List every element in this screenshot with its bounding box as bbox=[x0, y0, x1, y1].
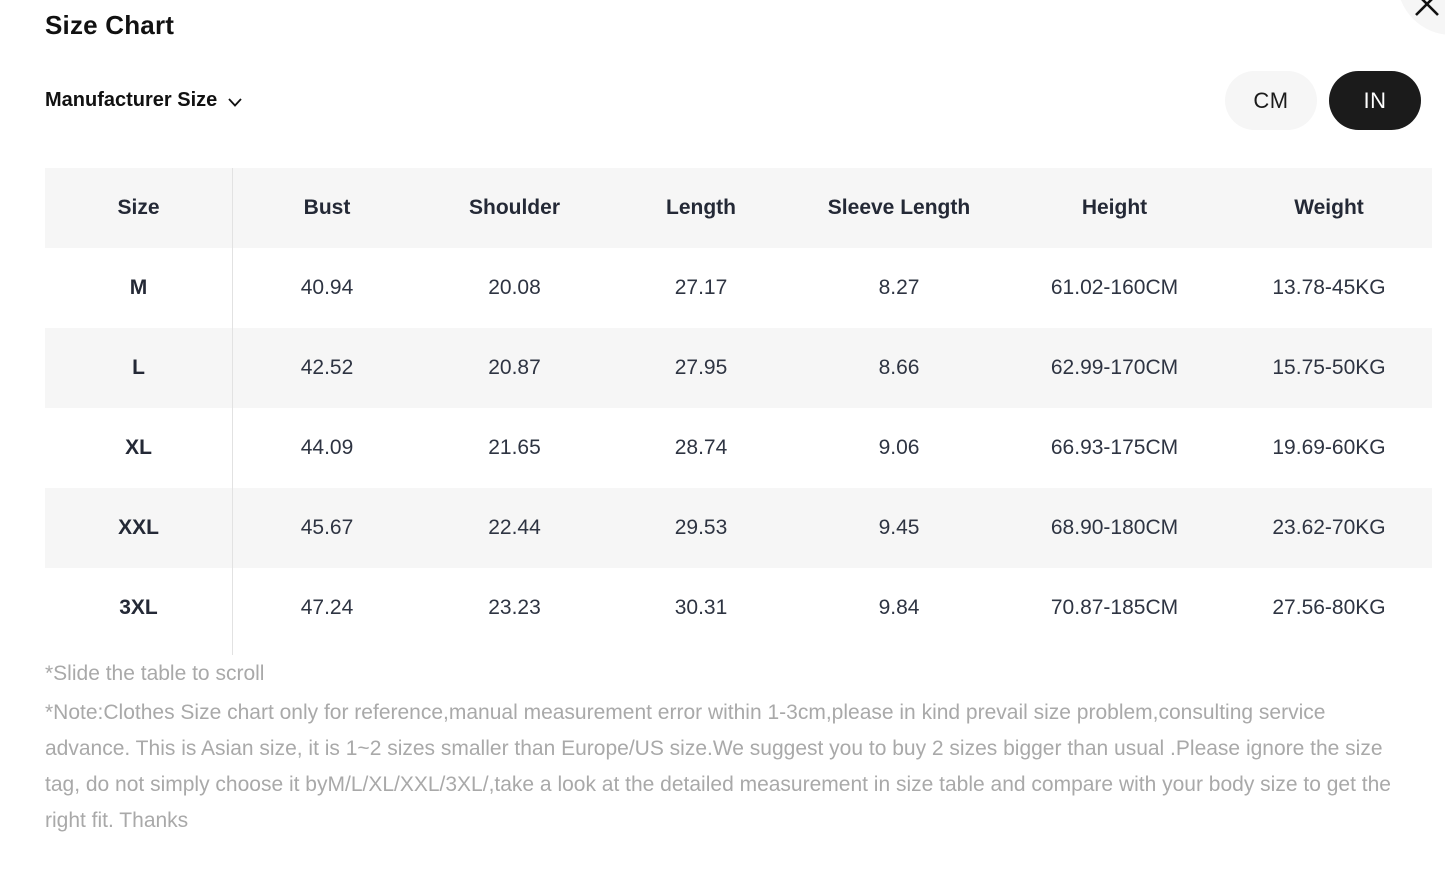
sleeve-length-value: 9.84 bbox=[878, 596, 920, 619]
scroll-hint: *Slide the table to scroll bbox=[45, 662, 265, 685]
bust-value: 42.52 bbox=[232, 328, 422, 408]
unit-toggle: CM IN bbox=[1225, 71, 1421, 130]
sleeve-length-value: 9.06 bbox=[878, 436, 920, 459]
size-value: XL bbox=[125, 436, 152, 459]
height-value: 68.90-180CM bbox=[1003, 488, 1226, 568]
sleeve-length-value: 8.27 bbox=[878, 276, 920, 299]
shoulder-value: 23.23 bbox=[488, 596, 541, 619]
length-value: 30.31 bbox=[674, 596, 728, 619]
column-header-sleeve-length: Sleeve Length bbox=[795, 168, 1003, 248]
height-value: 70.87-185CM bbox=[1050, 596, 1179, 619]
size-table: Size Bust Shoulder Length Sleeve Length … bbox=[45, 168, 1432, 648]
shoulder-value: 21.65 bbox=[488, 436, 541, 459]
size-table-scroll-area[interactable]: Size Bust Shoulder Length Sleeve Length … bbox=[45, 168, 1432, 655]
table-row: XXL 45.67 22.44 29.53 9.45 68.90-180CM 2… bbox=[45, 488, 1432, 568]
chevron-down-icon bbox=[228, 98, 242, 107]
column-header-shoulder: Shoulder bbox=[422, 168, 607, 248]
table-row: L 42.52 20.87 27.95 8.66 62.99-170CM 15.… bbox=[45, 328, 1432, 408]
weight-value: 23.62-70KG bbox=[1226, 488, 1432, 568]
size-value: M bbox=[129, 276, 148, 299]
length-value: 29.53 bbox=[607, 488, 795, 568]
sleeve-length-value: 8.66 bbox=[795, 328, 1003, 408]
bust-value: 44.09 bbox=[300, 436, 354, 459]
size-value: L bbox=[45, 328, 232, 408]
controls-row: Manufacturer Size CM IN bbox=[45, 71, 1432, 130]
sleeve-length-value: 9.45 bbox=[795, 488, 1003, 568]
shoulder-value: 22.44 bbox=[422, 488, 607, 568]
page-title: Size Chart bbox=[45, 10, 175, 40]
table-row: XL 44.09 21.65 28.74 9.06 66.93-175CM 19… bbox=[45, 408, 1432, 488]
table-header-row: Size Bust Shoulder Length Sleeve Length … bbox=[45, 168, 1432, 248]
weight-value: 15.75-50KG bbox=[1226, 328, 1432, 408]
length-value: 28.74 bbox=[674, 436, 728, 459]
bust-value: 40.94 bbox=[300, 276, 354, 299]
manufacturer-size-selector[interactable]: Manufacturer Size bbox=[45, 89, 244, 112]
size-selector-label: Manufacturer Size bbox=[45, 89, 218, 111]
length-value: 27.17 bbox=[674, 276, 728, 299]
bust-value: 47.24 bbox=[300, 596, 354, 619]
height-value: 61.02-160CM bbox=[1050, 276, 1179, 299]
size-value: XXL bbox=[45, 488, 232, 568]
cm-button[interactable]: CM bbox=[1225, 71, 1317, 130]
column-header-weight: Weight bbox=[1226, 168, 1432, 248]
shoulder-value: 20.08 bbox=[488, 276, 541, 299]
size-note-text: *Note:Clothes Size chart only for refere… bbox=[45, 701, 1391, 832]
weight-value: 27.56-80KG bbox=[1272, 596, 1386, 619]
weight-value: 13.78-45KG bbox=[1272, 276, 1386, 299]
table-row: 3XL 47.24 23.23 30.31 9.84 70.87-185CM 2… bbox=[45, 568, 1432, 648]
column-header-height: Height bbox=[1003, 168, 1226, 248]
length-value: 27.95 bbox=[607, 328, 795, 408]
weight-value: 19.69-60KG bbox=[1272, 436, 1386, 459]
bust-value: 45.67 bbox=[232, 488, 422, 568]
column-header-bust: Bust bbox=[232, 168, 422, 248]
column-header-length: Length bbox=[607, 168, 795, 248]
height-value: 66.93-175CM bbox=[1050, 436, 1179, 459]
height-value: 62.99-170CM bbox=[1003, 328, 1226, 408]
shoulder-value: 20.87 bbox=[422, 328, 607, 408]
column-header-size: Size bbox=[45, 168, 232, 248]
table-row: M 40.94 20.08 27.17 8.27 61.02-160CM 13.… bbox=[45, 248, 1432, 328]
size-value: 3XL bbox=[119, 596, 158, 619]
in-button[interactable]: IN bbox=[1329, 71, 1421, 130]
